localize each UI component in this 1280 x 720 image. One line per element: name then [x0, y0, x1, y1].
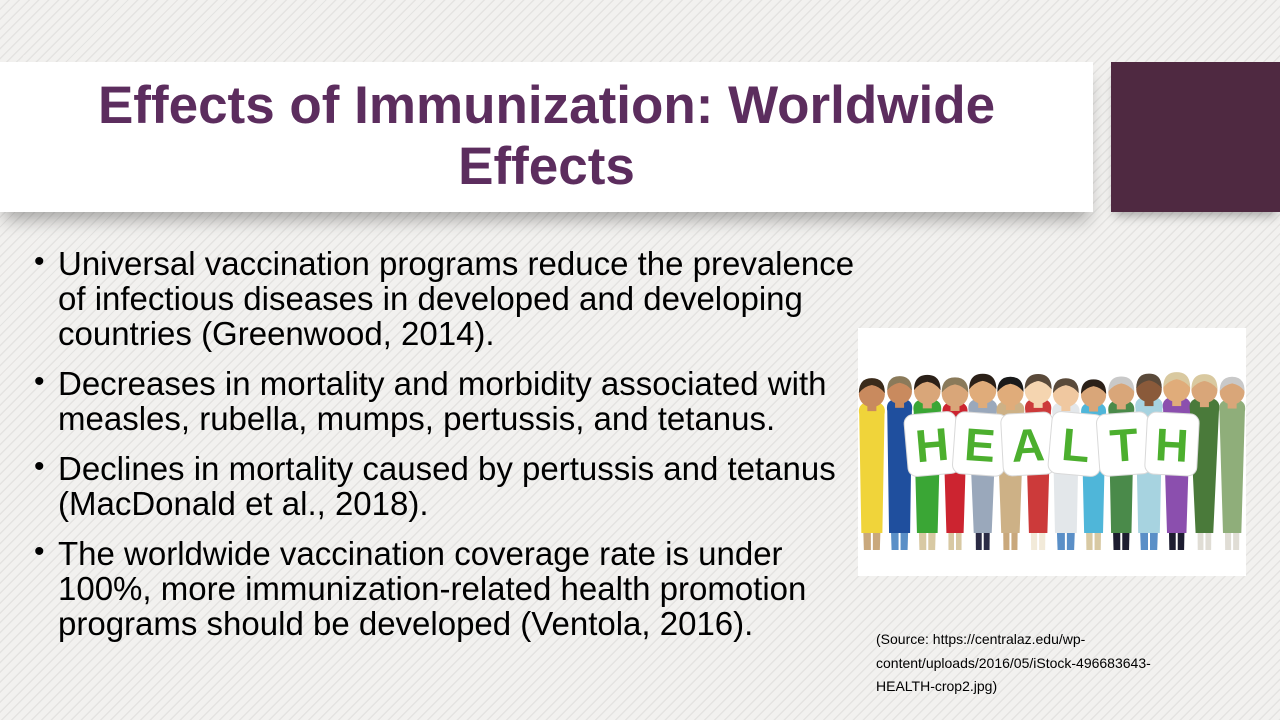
svg-text:E: E: [963, 418, 997, 472]
svg-text:A: A: [1010, 418, 1046, 472]
svg-text:L: L: [1060, 418, 1093, 472]
svg-text:H: H: [1154, 418, 1190, 472]
svg-text:H: H: [913, 418, 951, 473]
svg-text:T: T: [1108, 418, 1140, 472]
